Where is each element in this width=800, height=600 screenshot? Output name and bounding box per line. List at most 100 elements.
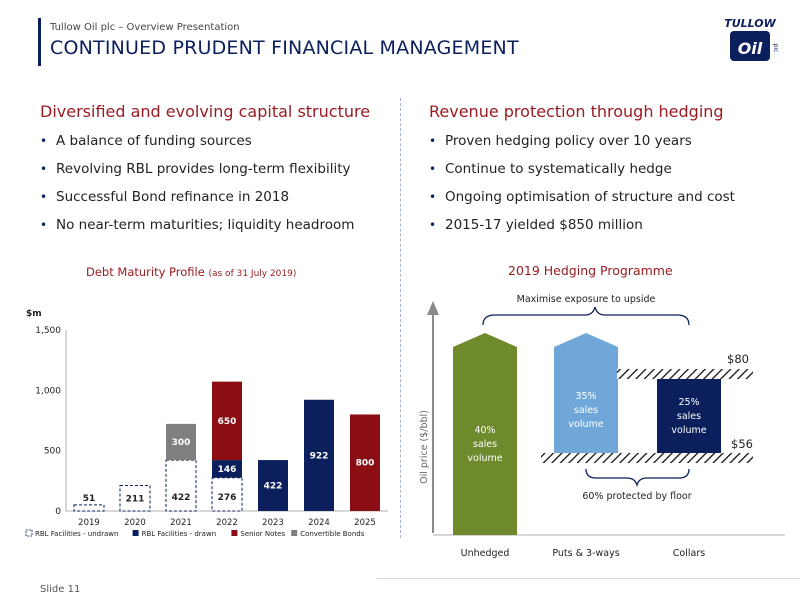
x-tick-label: 2021 [170,518,192,528]
x-tick-label: 2023 [262,518,284,528]
legend-label: RBL Facilities - undrawn [35,530,118,538]
data-label: 422 [172,493,191,503]
bullet-icon: • [40,218,48,232]
company-logo: TULLOW Oil plc [724,17,778,61]
right-heading: Revenue protection through hedging [429,102,724,121]
logo-text: TULLOW [724,17,776,30]
price-axis-arrow-icon [427,301,439,315]
bullet-icon: • [429,218,437,232]
unhedged-bar [453,333,517,535]
data-label: 51 [83,494,96,504]
floor-brace [585,468,690,488]
bar-segment [211,477,243,512]
debt-chart-title-text: Debt Maturity Profile [86,265,205,279]
bar-segment [119,485,151,512]
left-heading: Diversified and evolving capital structu… [40,102,371,121]
list-item: • Revolving RBL provides long-term flexib… [40,155,354,183]
category-label-unhedged: Unhedged [461,548,510,559]
unhedged-bar-label: sales [473,439,497,450]
x-tick-label: 2020 [124,518,146,528]
x-tick-label: 2025 [354,518,376,528]
data-label: 276 [218,493,237,503]
left-bullet-list: • A balance of funding sources • Revolving… [40,127,354,239]
bullet-icon: • [40,190,48,204]
y-tick-label: 1,000 [35,386,61,396]
bullet-icon: • [40,162,48,176]
logo-mark: Oil [738,39,763,58]
legend-swatch [291,530,298,536]
logo-tag: plc [772,44,778,53]
bullet-icon: • [40,134,48,148]
column-divider [400,98,401,538]
bar-segment [258,460,288,511]
bullet-text: 2015-17 yielded $850 million [445,217,643,233]
bullet-text: Revolving RBL provides long-term flexibi… [56,161,351,177]
list-item: • A balance of funding sources [40,127,354,155]
slide-number: Slide 11 [40,584,81,595]
hedging-programme-diagram: Oil price ($/bbl) Maximise exposure to u… [419,294,785,559]
data-label: 211 [126,494,145,504]
legend-swatch [132,530,139,536]
collars-bar-label: sales [677,411,701,422]
bullet-text: Ongoing optimisation of structure and co… [445,189,735,205]
category-label-collars: Collars [673,548,705,559]
data-label: 922 [310,451,329,461]
footer-rule [376,578,800,579]
logo-shield-icon [730,31,770,61]
data-label: 300 [172,438,191,448]
data-label: 422 [264,482,283,492]
list-item: • No near-term maturities; liquidity head… [40,211,354,239]
bullet-text: Proven hedging policy over 10 years [445,133,692,149]
bar-segment [73,504,105,512]
bullet-icon: • [429,162,437,176]
puts-bar-label: sales [574,405,598,416]
upside-brace [482,306,690,326]
collars-bar-label: 25% [678,397,699,408]
data-label: 800 [356,459,375,469]
bar-segment [165,459,197,512]
bullet-text: Successful Bond refinance in 2018 [56,189,290,205]
presentation-subtitle: Tullow Oil plc – Overview Presentation [50,22,240,33]
floor-hatch [541,453,753,463]
data-label: 650 [218,417,237,427]
puts-bar-label: 35% [575,391,596,402]
title-accent-bar [38,18,41,66]
floor-note: 60% protected by floor [582,491,691,502]
debt-chart-title: Debt Maturity Profile (as of 31 July 201… [86,265,296,279]
list-item: • Ongoing optimisation of structure and c… [429,183,735,211]
legend-label: Convertible Bonds [300,530,365,538]
hedge-chart-title: 2019 Hedging Programme [508,263,673,278]
debt-chart-title-note: (as of 31 July 2019) [208,269,297,279]
puts-bar-label: volume [568,419,603,430]
debt-maturity-chart: $m 0 500 1,000 1,500 51 211 422 300 276 146 650 42… [25,309,388,538]
bar-segment [166,423,196,461]
unhedged-bar-label: volume [467,453,502,464]
x-tick-label: 2024 [308,518,330,528]
y-tick-label: 0 [55,507,61,517]
right-bullet-list: • Proven hedging policy over 10 years • Co… [429,127,735,239]
collars-bar [657,379,721,453]
y-axis-label: $m [26,309,42,319]
list-item: • Successful Bond refinance in 2018 [40,183,354,211]
list-item: • 2015-17 yielded $850 million [429,211,735,239]
y-tick-label: 500 [44,447,61,457]
collars-bar-label: volume [671,425,706,436]
slide-title: CONTINUED PRUDENT FINANCIAL MANAGEMENT [50,37,519,59]
y-tick-label: 1,500 [35,326,61,336]
bullet-text: No near-term maturities; liquidity headr… [56,217,355,233]
bullet-text: A balance of funding sources [56,133,252,149]
puts-bar [554,333,618,453]
bar-segment [212,460,242,478]
bar-segment [350,414,380,511]
floor-price-label: $56 [731,437,753,451]
ceiling-price-label: $80 [727,352,749,366]
ceiling-hatch [617,369,753,379]
unhedged-bar-label: 40% [474,425,495,436]
legend-swatch [25,529,33,537]
bullet-text: Continue to systematically hedge [445,161,672,177]
upside-label: Maximise exposure to upside [517,294,656,305]
bar-segment [304,399,334,511]
category-label-puts: Puts & 3-ways [552,548,619,559]
legend-label: Senior Notes [240,530,285,538]
bar-segment [212,381,242,461]
